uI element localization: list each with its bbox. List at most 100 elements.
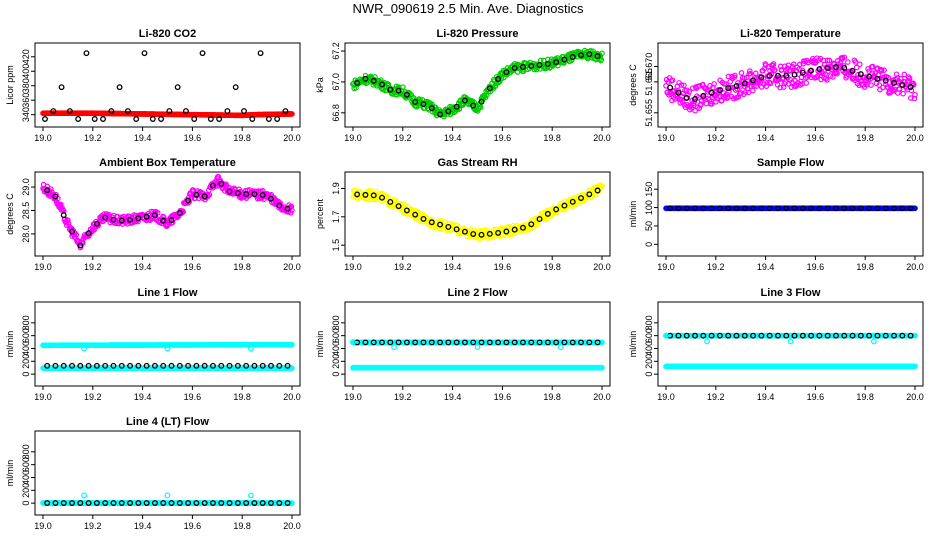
data-point <box>445 224 452 230</box>
data-point <box>675 89 682 96</box>
data-point <box>65 217 71 224</box>
data-point <box>60 362 67 369</box>
data-point <box>42 116 48 122</box>
data-point <box>766 72 773 79</box>
data-point <box>470 339 477 346</box>
data-point <box>259 192 266 198</box>
data-point <box>561 56 568 63</box>
data-point <box>683 205 690 212</box>
x-tick-label: 19.2 <box>707 133 725 143</box>
data-point <box>685 92 691 98</box>
data-point <box>370 339 377 346</box>
data-point <box>224 108 231 114</box>
data-point <box>681 82 687 89</box>
data-point <box>160 214 167 220</box>
data-point <box>354 79 361 86</box>
data-point <box>110 362 117 369</box>
x-tick-label: 19.0 <box>34 392 52 402</box>
data-point <box>350 339 356 346</box>
data-point <box>395 203 402 210</box>
series-averages <box>667 64 914 102</box>
x-tick-label: 19.6 <box>807 262 825 272</box>
plot-area <box>40 341 295 371</box>
data-point <box>135 215 142 222</box>
data-point <box>544 210 551 217</box>
data-point <box>461 228 468 235</box>
x-tick-label: 19.0 <box>657 392 675 402</box>
y-tick-label: 400 <box>21 64 31 79</box>
x-tick-label: 19.0 <box>657 262 675 272</box>
data-point <box>856 61 863 68</box>
x-tick-label: 20.0 <box>906 133 924 143</box>
data-point <box>841 205 848 212</box>
data-point <box>749 87 756 94</box>
x-tick-label: 19.4 <box>134 133 152 143</box>
data-point <box>482 94 489 101</box>
data-point <box>453 226 460 233</box>
data-point <box>520 339 526 346</box>
data-point <box>897 75 904 82</box>
data-point <box>453 103 460 110</box>
data-point <box>849 205 856 212</box>
data-point <box>124 108 131 114</box>
data-point <box>808 205 815 212</box>
data-point <box>594 339 601 346</box>
data-point <box>492 82 499 89</box>
data-point <box>741 205 748 212</box>
data-point <box>899 205 906 212</box>
data-point <box>118 217 125 224</box>
data-point <box>180 209 187 215</box>
x-tick-label: 19.6 <box>494 392 512 402</box>
data-point <box>774 72 781 79</box>
data-point <box>259 362 266 369</box>
data-point <box>471 99 478 106</box>
plot-frame <box>657 301 924 387</box>
data-point <box>370 192 377 199</box>
data-point <box>799 205 806 212</box>
data-point <box>289 365 295 371</box>
chart-title: Gas Stream RH <box>437 157 517 169</box>
data-point <box>268 195 274 202</box>
data-point <box>816 205 823 212</box>
data-point <box>528 221 535 228</box>
x-tick-label: 19.2 <box>707 392 725 402</box>
y-axis-label: kPa <box>315 77 325 93</box>
data-point <box>210 182 216 189</box>
data-point <box>557 344 564 351</box>
data-point <box>866 73 873 80</box>
data-point <box>453 339 460 346</box>
y-tick-label: 380 <box>21 78 31 93</box>
data-point <box>81 345 88 352</box>
x-tick-label: 19.6 <box>184 262 202 272</box>
x-tick-label: 19.4 <box>757 262 775 272</box>
data-point <box>289 341 295 348</box>
plot-frame <box>344 42 611 128</box>
data-point <box>553 59 560 66</box>
data-point <box>594 53 601 60</box>
data-point <box>912 91 918 98</box>
plot-area <box>40 173 295 251</box>
data-point <box>160 362 167 369</box>
data-point <box>808 67 815 74</box>
data-point <box>598 57 605 63</box>
data-point <box>758 74 765 81</box>
data-point <box>486 85 493 92</box>
series-averages <box>42 50 289 122</box>
y-tick-label: 66.8 <box>331 104 341 122</box>
data-point <box>69 228 75 235</box>
data-point <box>400 84 406 90</box>
data-point <box>893 71 900 78</box>
data-point <box>412 211 419 218</box>
data-point <box>813 74 820 81</box>
data-point <box>783 205 790 212</box>
data-point <box>174 84 181 91</box>
series-averages <box>667 205 914 212</box>
data-point <box>193 362 200 369</box>
data-point <box>908 87 915 94</box>
data-point <box>379 81 385 88</box>
x-tick-label: 20.0 <box>906 262 924 272</box>
data-point <box>503 69 510 76</box>
